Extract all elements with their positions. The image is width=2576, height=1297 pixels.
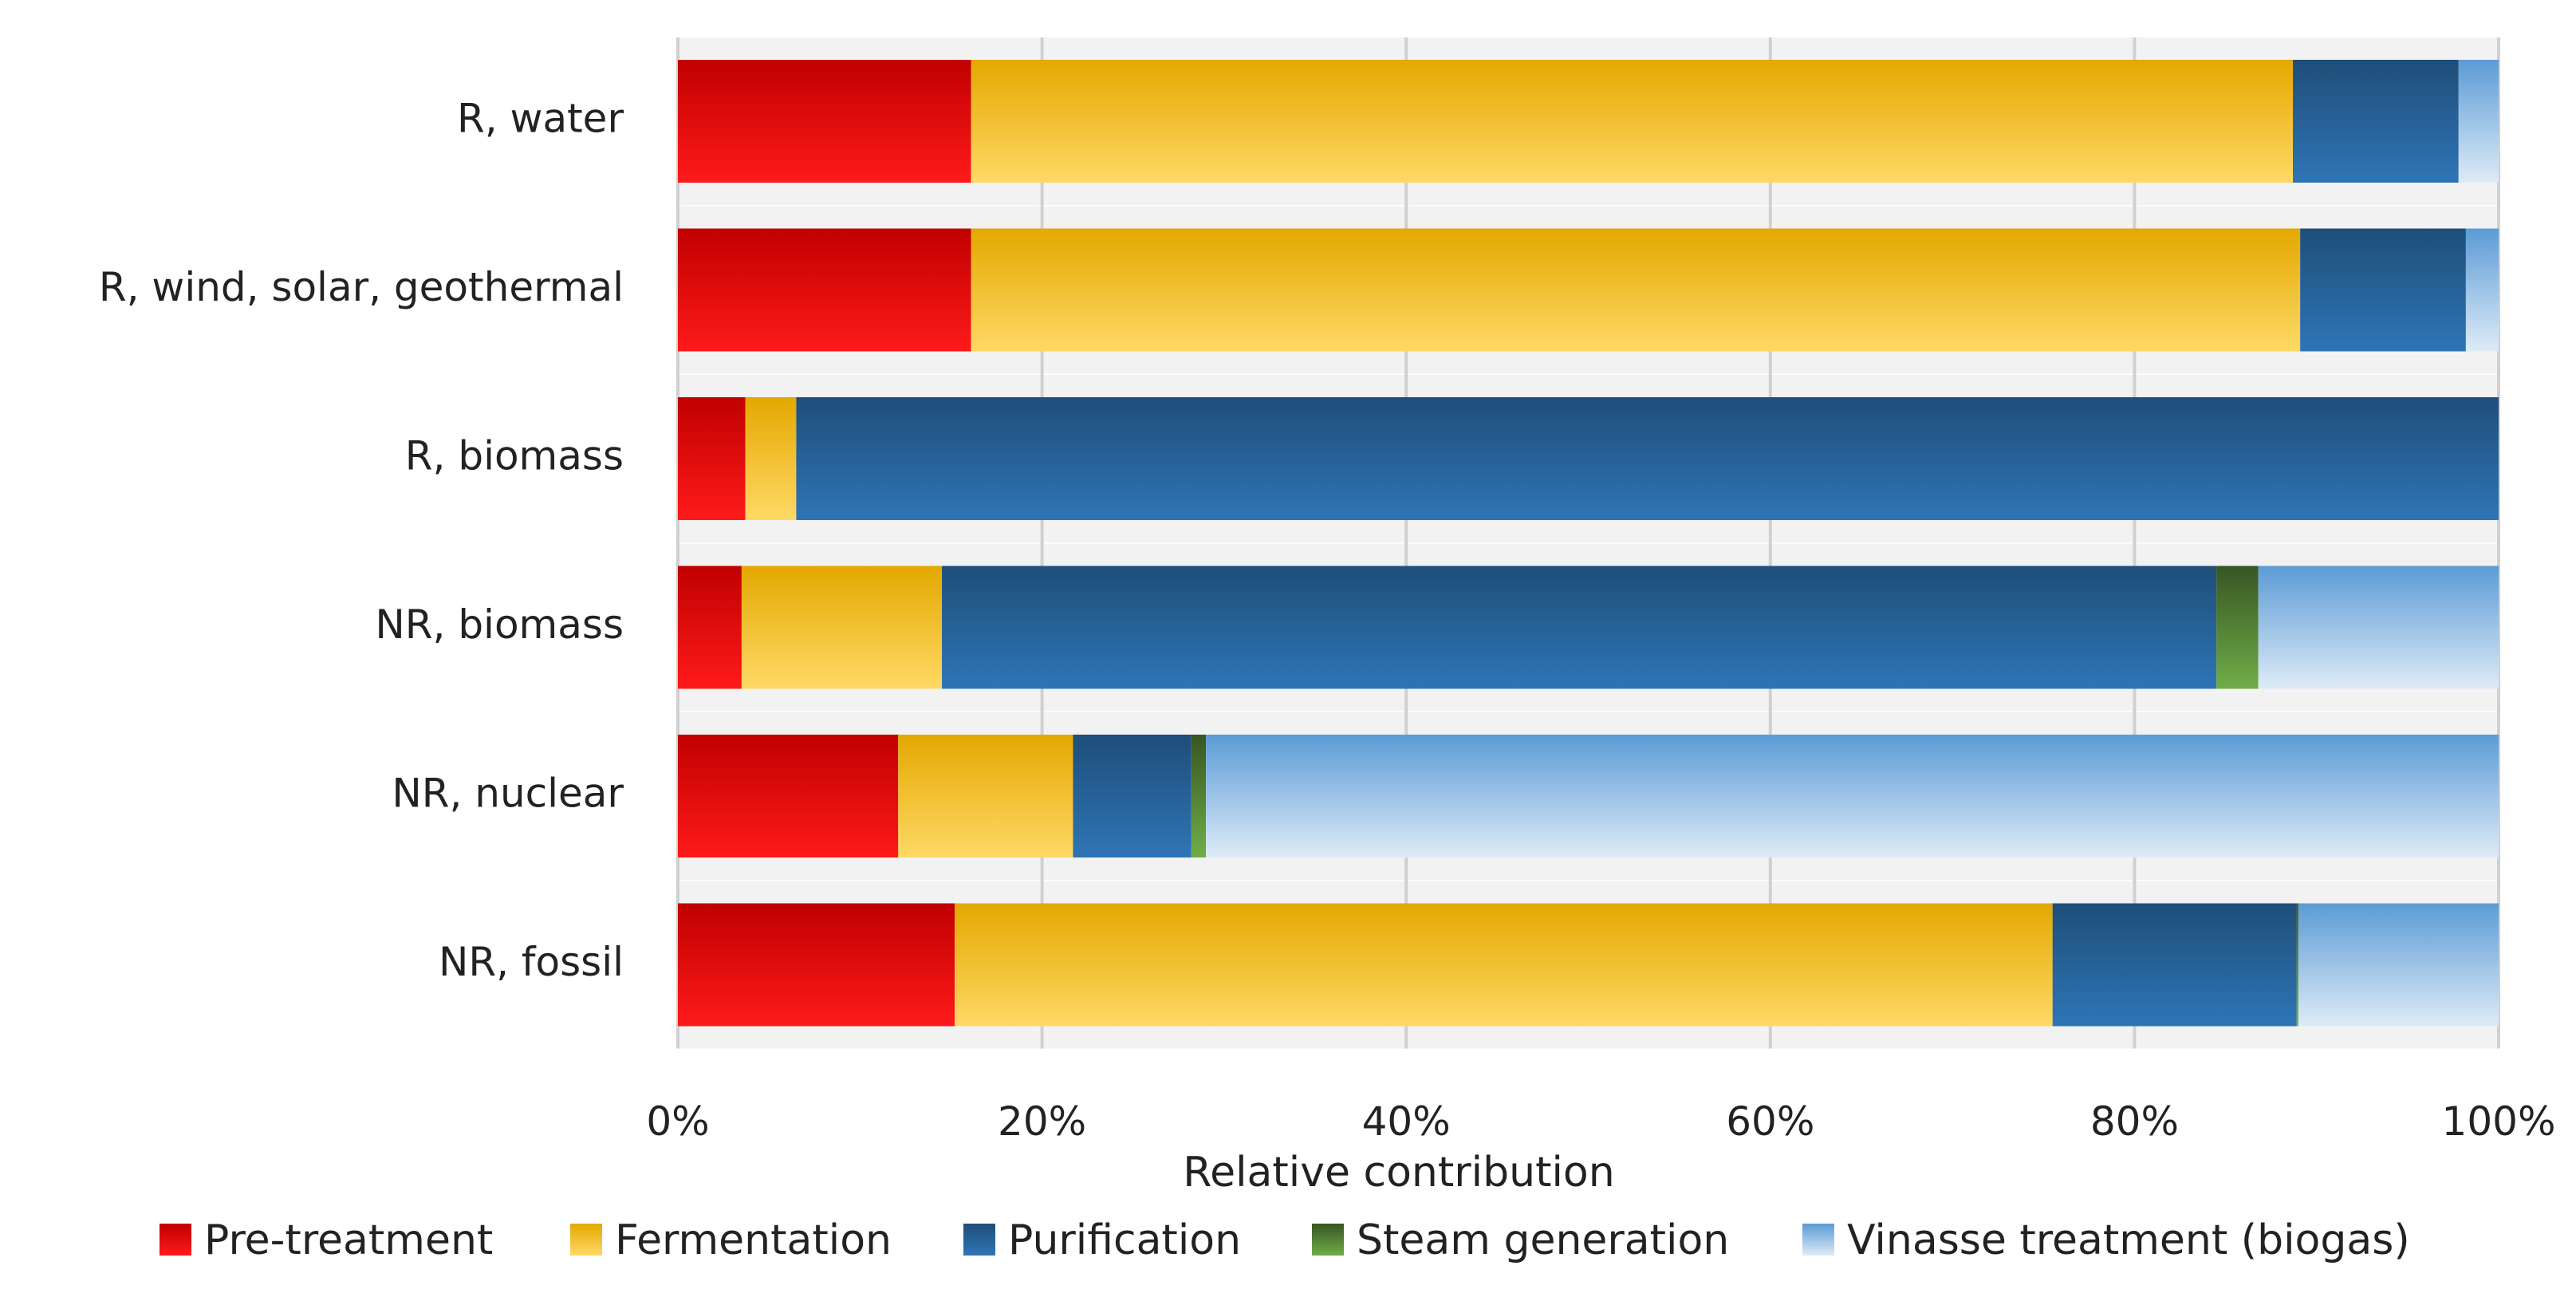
x-tick-label-0: 0% xyxy=(646,1098,709,1145)
bar-nr-fossil-pre-treatment xyxy=(678,903,955,1027)
bar-nr-nuclear-purification xyxy=(1073,735,1191,857)
bar-nr-nuclear-pre-treatment xyxy=(678,735,899,857)
bar-r-biomass-fermentation xyxy=(745,397,797,520)
x-tick-labels: 0% 20% 40% 60% 80% 100% xyxy=(646,1098,2555,1145)
category-label-r-wind-solar-geothermal: R, wind, solar, geothermal xyxy=(99,264,624,310)
bar-r-wind-solar-geothermal-vinasse-treatment-biogas xyxy=(2465,228,2499,352)
x-tick-label-40: 40% xyxy=(1362,1098,1451,1145)
legend-swatch-steam-generation xyxy=(1312,1224,1344,1256)
x-tick-label-20: 20% xyxy=(998,1098,1086,1145)
category-labels: R, water R, wind, solar, geothermal R, bio… xyxy=(99,96,624,986)
bar-nr-fossil-steam-generation xyxy=(2296,903,2298,1027)
legend-swatch-vinasse-treatment-biogas xyxy=(1802,1224,1834,1256)
legend-swatch-pre-treatment xyxy=(160,1224,191,1256)
bar-nr-biomass-steam-generation xyxy=(2216,566,2259,689)
legend: Pre-treatment Fermentation Purification Ste… xyxy=(160,1216,2410,1264)
category-label-r-water: R, water xyxy=(457,96,624,142)
bar-nr-biomass-purification xyxy=(942,566,2217,689)
category-bands xyxy=(678,37,2499,1049)
category-label-r-biomass: R, biomass xyxy=(405,433,624,479)
bar-r-water-vinasse-treatment-biogas xyxy=(2458,60,2499,183)
category-label-nr-nuclear: NR, nuclear xyxy=(392,771,624,817)
bar-r-water-pre-treatment xyxy=(678,60,971,183)
bar-r-biomass-pre-treatment xyxy=(678,397,746,520)
bar-r-water-fermentation xyxy=(971,60,2294,183)
legend-label-pre-treatment: Pre-treatment xyxy=(204,1216,493,1264)
bar-nr-fossil-vinasse-treatment-biogas xyxy=(2298,903,2499,1027)
bar-nr-biomass-pre-treatment xyxy=(678,566,742,689)
bar-r-water-purification xyxy=(2293,60,2459,183)
legend-label-purification: Purification xyxy=(1008,1216,1241,1264)
x-axis-title: Relative contribution xyxy=(1183,1149,1614,1196)
bars xyxy=(678,60,2499,1027)
legend-label-fermentation: Fermentation xyxy=(615,1216,892,1264)
x-tick-label-80: 80% xyxy=(2090,1098,2179,1145)
bar-nr-nuclear-steam-generation xyxy=(1191,735,1207,857)
legend-swatch-fermentation xyxy=(570,1224,602,1256)
x-tick-label-60: 60% xyxy=(1726,1098,1814,1145)
legend-label-vinasse-treatment-biogas: Vinasse treatment (biogas) xyxy=(1847,1216,2410,1264)
bar-r-wind-solar-geothermal-purification xyxy=(2300,228,2466,352)
bar-nr-biomass-fermentation xyxy=(741,566,943,689)
bar-nr-biomass-vinasse-treatment-biogas xyxy=(2258,566,2499,689)
bar-r-wind-solar-geothermal-pre-treatment xyxy=(678,228,971,352)
category-label-nr-biomass: NR, biomass xyxy=(375,601,624,648)
bar-nr-fossil-fermentation xyxy=(955,903,2053,1027)
legend-label-steam-generation: Steam generation xyxy=(1357,1216,1729,1264)
bar-nr-nuclear-vinasse-treatment-biogas xyxy=(1206,735,2499,857)
bar-nr-nuclear-fermentation xyxy=(898,735,1073,857)
bar-nr-fossil-purification xyxy=(2052,903,2297,1027)
bar-r-biomass-purification xyxy=(796,397,2499,520)
legend-swatch-purification xyxy=(963,1224,995,1256)
x-tick-label-100: 100% xyxy=(2442,1098,2556,1145)
gridlines xyxy=(676,37,2500,1049)
bar-r-wind-solar-geothermal-fermentation xyxy=(971,228,2301,352)
category-label-nr-fossil: NR, fossil xyxy=(439,939,624,985)
